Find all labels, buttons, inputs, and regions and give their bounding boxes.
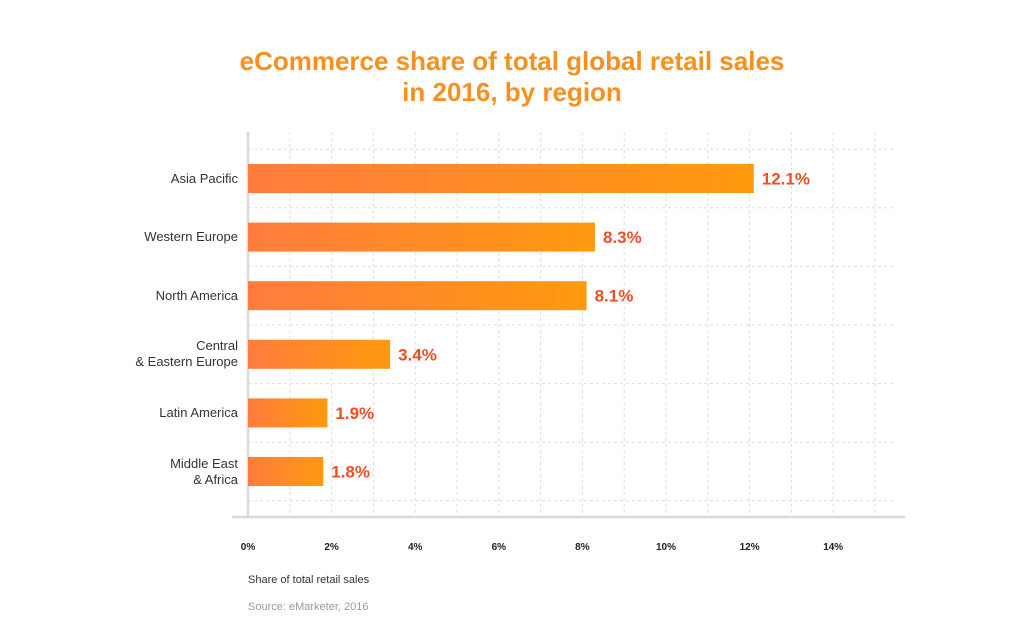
bars [248,164,754,486]
bar [248,398,328,428]
chart-title-line-1: eCommerce share of total global retail s… [239,46,785,76]
x-tick-label: 14% [823,542,843,553]
bar-value-label: 8.3% [603,228,642,247]
bar-value-label: 1.8% [331,463,370,482]
bar [248,281,587,311]
axes [232,132,905,519]
category-label: Middle East & Africa [170,455,238,487]
x-tick-label: 6% [492,542,507,553]
x-tick-label: 4% [408,542,423,553]
chart-title: eCommerce share of total global retail s… [0,46,1024,108]
category-label: Asia Pacific [170,170,238,186]
chart-title-line-2: in 2016, by region [402,77,622,107]
bar-value-label: 8.1% [595,287,634,306]
x-tick-labels: 0% 2% 4% 6% 8% 10% 12% 14% [241,542,844,553]
bar [248,164,754,193]
source-note: Source: eMarketer, 2016 [248,601,369,613]
x-tick-label: 8% [575,542,590,553]
x-tick-label: 10% [656,542,676,553]
x-tick-label: 2% [324,542,339,553]
category-label: Western Europe [144,229,238,245]
value-labels: 12.1% 8.3% 8.1% 3.4% 1.9% 1.8% [331,170,810,482]
x-tick-label: 12% [740,542,760,553]
bar-value-label: 12.1% [762,170,810,189]
bar-value-label: 1.9% [335,404,374,423]
bar [248,222,595,252]
bar [248,457,324,486]
bar-value-label: 3.4% [398,345,437,364]
category-label: North America [155,287,238,303]
x-axis-label: Share of total retail sales [248,574,370,586]
bar [248,339,391,369]
category-label: Latin America [159,404,238,420]
grid [248,132,895,517]
x-tick-label: 0% [241,542,256,553]
category-label: Central & Eastern Europe [135,338,238,370]
